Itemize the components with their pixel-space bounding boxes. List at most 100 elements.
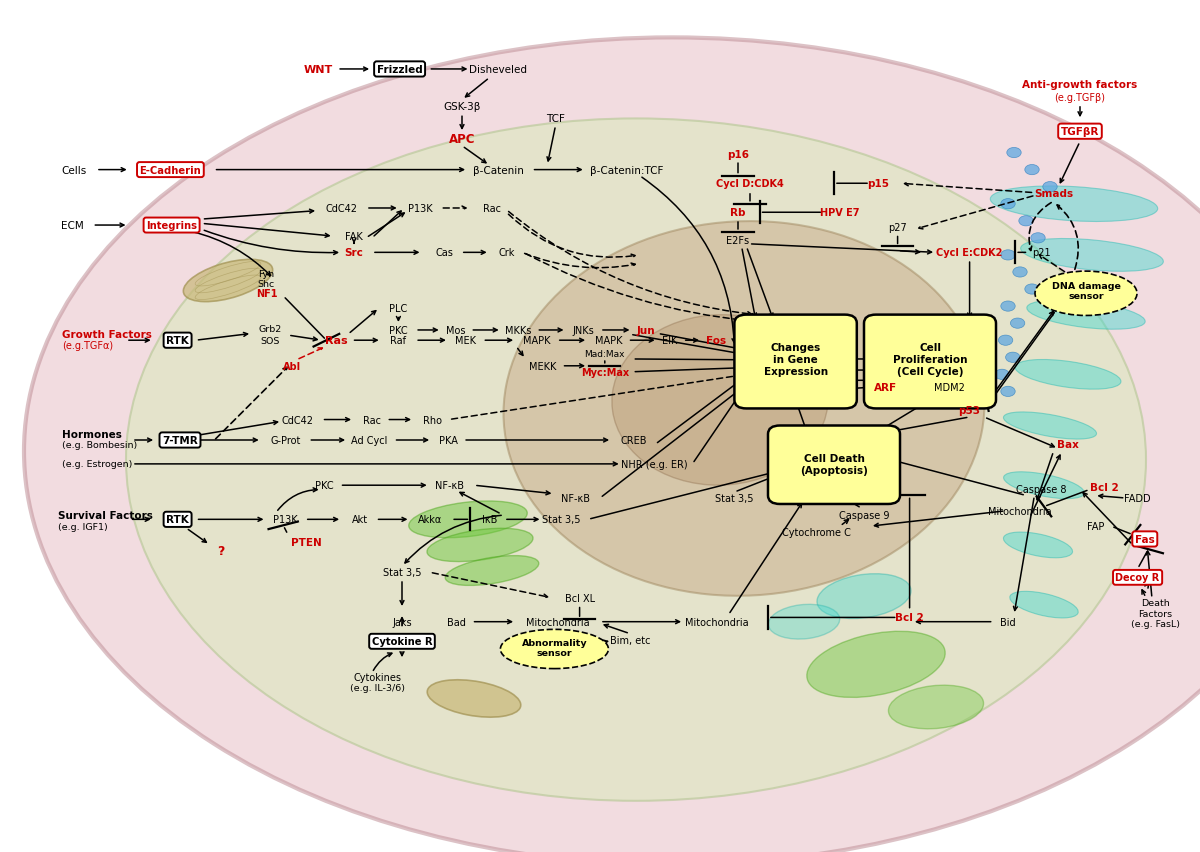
Text: Cycl D:CDK4: Cycl D:CDK4	[716, 179, 784, 189]
FancyBboxPatch shape	[768, 426, 900, 504]
Text: Changes
in Gene
Expression: Changes in Gene Expression	[763, 343, 828, 376]
Text: (e.g.TGFα): (e.g.TGFα)	[62, 341, 114, 351]
Text: Jaks: Jaks	[392, 617, 412, 627]
Ellipse shape	[1009, 591, 1079, 619]
Text: MKKs: MKKs	[505, 325, 532, 336]
Text: EIK: EIK	[662, 336, 677, 346]
Ellipse shape	[500, 630, 608, 669]
Circle shape	[1043, 182, 1057, 193]
Ellipse shape	[1015, 360, 1121, 389]
Text: Bid: Bid	[1000, 617, 1016, 627]
Text: Caspase 8: Caspase 8	[1016, 485, 1067, 495]
FancyBboxPatch shape	[864, 315, 996, 409]
Text: E2Fs: E2Fs	[726, 235, 750, 245]
Text: (e.g.TGFβ): (e.g.TGFβ)	[1055, 93, 1105, 103]
Text: Shc: Shc	[258, 279, 275, 288]
Text: (e.g. Estrogen): (e.g. Estrogen)	[62, 460, 133, 469]
Text: Rac: Rac	[364, 415, 382, 425]
Circle shape	[1025, 285, 1039, 295]
Text: Smads: Smads	[1034, 188, 1073, 199]
Text: Growth Factors: Growth Factors	[62, 330, 152, 340]
Text: GSK-3β: GSK-3β	[443, 101, 481, 112]
Text: NF-κB: NF-κB	[562, 493, 590, 504]
Ellipse shape	[427, 528, 533, 562]
Text: WNT: WNT	[304, 65, 332, 75]
Text: Fos: Fos	[707, 336, 726, 346]
Circle shape	[1001, 387, 1015, 397]
Text: Jun: Jun	[636, 325, 655, 336]
Text: ECM: ECM	[61, 221, 83, 231]
Text: Cells: Cells	[61, 165, 88, 176]
Text: Stat 3,5: Stat 3,5	[542, 515, 581, 525]
Text: β-Catenin:TCF: β-Catenin:TCF	[589, 165, 664, 176]
Text: APC: APC	[449, 133, 475, 147]
Text: p16: p16	[727, 150, 749, 160]
Circle shape	[1001, 199, 1015, 210]
Text: MDM2: MDM2	[934, 383, 965, 393]
Text: Rac: Rac	[482, 204, 502, 214]
Text: P13K: P13K	[274, 515, 298, 525]
Text: Stat 3,5: Stat 3,5	[383, 567, 421, 578]
Circle shape	[1006, 353, 1020, 363]
Text: PLC: PLC	[389, 303, 408, 314]
Text: HPV E7: HPV E7	[821, 208, 859, 218]
Text: FADD: FADD	[1124, 493, 1151, 504]
Text: Caspase 9: Caspase 9	[839, 510, 889, 521]
Text: MAPK: MAPK	[523, 336, 550, 346]
Text: NHR (e.g. ER): NHR (e.g. ER)	[620, 459, 688, 469]
Text: β-Catenin: β-Catenin	[473, 165, 523, 176]
Ellipse shape	[445, 556, 539, 585]
Text: Frizzled: Frizzled	[377, 65, 422, 75]
Text: NF1: NF1	[256, 289, 277, 299]
Text: Abnormality
sensor: Abnormality sensor	[522, 638, 587, 657]
Ellipse shape	[612, 315, 828, 486]
Text: Myc:Max: Myc:Max	[581, 367, 629, 377]
FancyBboxPatch shape	[734, 315, 857, 409]
Text: Bax: Bax	[1057, 440, 1079, 450]
Text: PTEN: PTEN	[290, 538, 322, 548]
Circle shape	[995, 370, 1009, 380]
Text: Raf: Raf	[390, 336, 407, 346]
Text: Mitochondria: Mitochondria	[526, 617, 590, 627]
Text: DNA damage
sensor: DNA damage sensor	[1051, 282, 1121, 301]
Text: Fas: Fas	[1135, 534, 1154, 544]
Text: Cytokines: Cytokines	[354, 672, 402, 682]
Text: Bcl 2: Bcl 2	[1090, 482, 1118, 492]
Text: p27: p27	[888, 222, 907, 233]
Text: Hormones: Hormones	[62, 429, 122, 440]
Text: IκB: IκB	[482, 515, 497, 525]
Text: Cell Death
(Apoptosis): Cell Death (Apoptosis)	[800, 453, 868, 475]
Text: (e.g. IGF1): (e.g. IGF1)	[58, 522, 107, 531]
Ellipse shape	[184, 260, 272, 302]
Ellipse shape	[1003, 532, 1073, 558]
Ellipse shape	[427, 680, 521, 717]
Text: PKC: PKC	[389, 325, 408, 336]
Text: (e.g. Bombesin): (e.g. Bombesin)	[62, 440, 138, 449]
Text: Cytokine R: Cytokine R	[372, 636, 432, 647]
Text: Ras: Ras	[325, 336, 347, 346]
Text: FAK: FAK	[346, 232, 362, 242]
Text: p53: p53	[959, 406, 980, 416]
Text: ARF: ARF	[874, 383, 898, 393]
Ellipse shape	[1003, 472, 1085, 499]
Text: G-Prot: G-Prot	[270, 435, 301, 446]
Text: Decoy R: Decoy R	[1116, 573, 1159, 583]
Text: p21: p21	[1032, 248, 1051, 258]
Text: PKC: PKC	[314, 481, 334, 491]
Ellipse shape	[1003, 412, 1097, 440]
Text: Stat 3,5: Stat 3,5	[715, 493, 754, 504]
Ellipse shape	[24, 38, 1200, 852]
Text: Cycl E:CDK2: Cycl E:CDK2	[936, 248, 1003, 258]
Ellipse shape	[806, 631, 946, 698]
Text: 7-TMR: 7-TMR	[162, 435, 198, 446]
Ellipse shape	[768, 605, 840, 639]
Circle shape	[1013, 268, 1027, 278]
Text: FAP: FAP	[1087, 521, 1104, 532]
Text: MEK: MEK	[455, 336, 476, 346]
Text: NF-κB: NF-κB	[436, 481, 464, 491]
Text: Grb2: Grb2	[258, 325, 282, 333]
Text: RTK: RTK	[167, 336, 188, 346]
Text: E-Cadherin: E-Cadherin	[139, 165, 202, 176]
Text: PKA: PKA	[439, 435, 458, 446]
Ellipse shape	[1034, 272, 1138, 316]
